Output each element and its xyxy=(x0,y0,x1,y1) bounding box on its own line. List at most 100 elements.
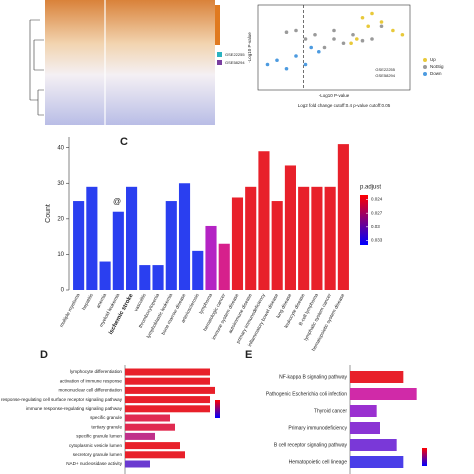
panel-letter: E xyxy=(245,349,252,361)
point xyxy=(275,58,279,63)
dendrogram xyxy=(29,19,44,116)
y-tick-label: immune response-regulating cell surface … xyxy=(0,397,123,402)
bar xyxy=(125,396,210,404)
bar xyxy=(125,377,210,385)
x-tick-label: multiple myeloma xyxy=(59,292,82,328)
bar xyxy=(350,405,377,417)
y-tick-label: specific granule lumen xyxy=(76,434,122,439)
point xyxy=(341,41,346,46)
bar xyxy=(271,201,283,290)
y-tick-label: lymphocyte differentiation xyxy=(70,369,122,374)
bar xyxy=(125,386,215,394)
point xyxy=(265,62,270,67)
bar xyxy=(99,261,111,290)
bar xyxy=(245,186,257,290)
bar xyxy=(284,165,296,290)
y-tick-label: 30 xyxy=(57,181,64,187)
x-tick-label: anemia xyxy=(95,292,108,309)
bar xyxy=(178,183,191,290)
colorbar-tick-label: 0.033 xyxy=(371,238,383,243)
bar xyxy=(125,423,175,431)
colorbar-e xyxy=(422,448,427,466)
bar xyxy=(152,265,164,290)
bar xyxy=(350,439,397,451)
bar xyxy=(73,201,85,290)
y-tick-label: 0 xyxy=(61,288,65,294)
x-tick-label: vasculitis xyxy=(133,292,148,313)
x-axis-label: -Log10 P-value xyxy=(319,93,350,98)
bar xyxy=(350,388,417,400)
panel-letter: C xyxy=(120,136,128,148)
inset-label: GSE22255 xyxy=(375,67,395,72)
legend-label: GSE58294 xyxy=(225,60,245,65)
x-tick-label: hepatitis xyxy=(81,292,95,311)
bar xyxy=(125,432,155,440)
y-tick-label: Pathogenic Escherichia coli infection xyxy=(266,391,347,397)
bar xyxy=(126,186,138,290)
point xyxy=(332,28,336,33)
heatmap-panel xyxy=(29,0,220,125)
y-tick-label: NF-kappa B signaling pathway xyxy=(279,374,347,380)
colorbar-title: p.adjust xyxy=(360,185,381,191)
point xyxy=(309,45,314,50)
bar xyxy=(139,265,151,290)
bar xyxy=(125,405,210,413)
y-tick-label: secretory granule lumen xyxy=(73,452,123,457)
x-tick-label: bone marrow disease xyxy=(161,292,188,336)
point xyxy=(366,24,371,29)
y-axis-label: Count xyxy=(45,204,52,223)
plot-frame xyxy=(257,4,411,91)
bar xyxy=(112,211,124,290)
bar xyxy=(205,225,217,290)
colorbar-d xyxy=(215,400,220,418)
y-tick-label: 20 xyxy=(57,216,64,222)
y-tick-label: Hematopoietic cell lineage xyxy=(289,459,348,465)
point xyxy=(370,37,374,41)
bar xyxy=(298,186,310,290)
bar xyxy=(125,460,150,468)
note: Log2 fold change cutoff:0.4 p-value cuto… xyxy=(298,103,391,108)
bar xyxy=(350,422,380,434)
point xyxy=(332,37,336,41)
bar xyxy=(165,201,177,290)
bar xyxy=(125,442,180,450)
colorbar xyxy=(360,195,368,245)
bar xyxy=(192,250,204,290)
inset-label: GSE58294 xyxy=(375,73,395,78)
point xyxy=(360,38,365,43)
point xyxy=(294,54,298,58)
point xyxy=(313,32,317,37)
y-tick-label: specific granule xyxy=(90,415,122,420)
y-tick-label: 10 xyxy=(57,252,64,258)
bar xyxy=(350,456,404,468)
bar xyxy=(337,144,349,290)
panel-letter: D xyxy=(40,349,48,361)
heatmap xyxy=(45,0,215,125)
x-tick-label: autoimmune disease xyxy=(228,292,254,334)
bar xyxy=(218,243,230,290)
colorbar-tick-label: 0.03 xyxy=(371,224,380,229)
point xyxy=(370,11,374,16)
y-tick-label: Primary immunodeficiency xyxy=(288,425,347,431)
legend-swatch xyxy=(423,58,427,62)
y-tick-label: cytoplasmic vesicle lumen xyxy=(69,443,123,448)
point xyxy=(284,66,289,71)
point xyxy=(351,32,355,37)
legend-swatch xyxy=(217,52,222,57)
legend-swatch xyxy=(217,60,222,65)
bar xyxy=(125,368,210,376)
point xyxy=(284,30,289,34)
y-tick-label: tertiary granule xyxy=(91,424,122,429)
legend-swatch xyxy=(423,72,427,76)
point xyxy=(349,41,353,46)
point xyxy=(379,24,384,29)
legend-label: NotSig xyxy=(430,64,444,69)
bar xyxy=(231,197,244,290)
x-tick-label: lymphoma xyxy=(198,292,214,315)
y-tick-label: Thyroid cancer xyxy=(314,408,347,414)
bar xyxy=(125,414,170,422)
point xyxy=(303,62,308,67)
point xyxy=(360,15,365,20)
point xyxy=(303,37,308,41)
